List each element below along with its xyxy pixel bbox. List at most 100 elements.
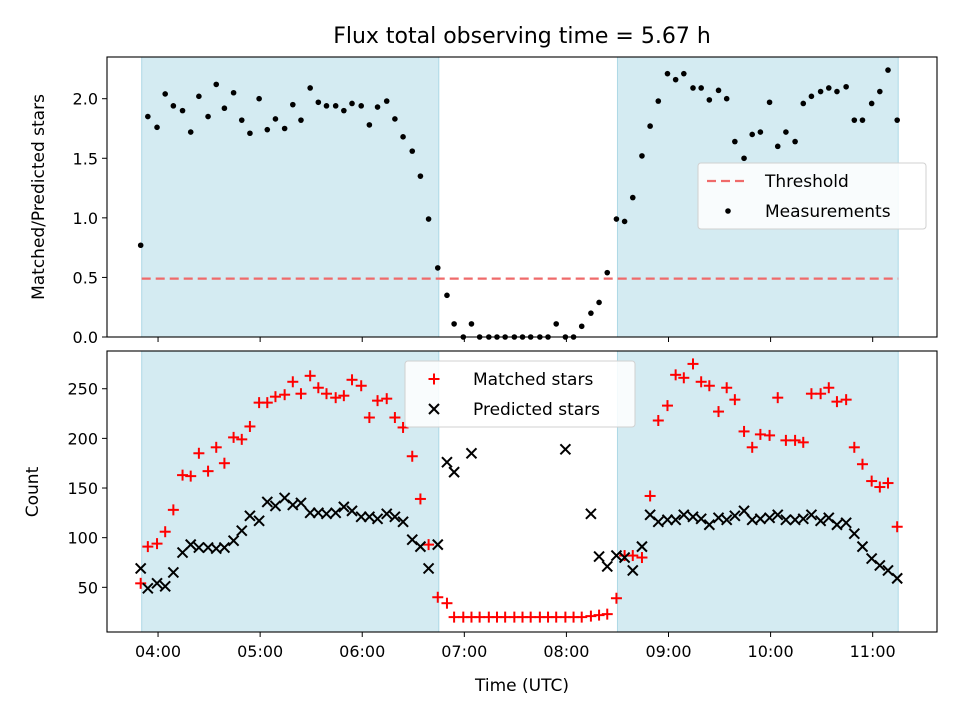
measurement-point <box>604 269 611 276</box>
predicted-star-point <box>185 538 197 551</box>
matched-star-point <box>772 392 784 404</box>
predicted-star-point <box>338 501 350 513</box>
measurement-point <box>187 129 194 135</box>
matched-star-point <box>381 393 393 405</box>
matched-star-point <box>142 541 154 553</box>
measurement-point <box>851 117 858 123</box>
matched-star-point <box>848 441 860 453</box>
matched-star-point <box>831 396 843 408</box>
x-axis-label: Time (UTC) <box>474 676 569 696</box>
bottom-panel: 50 100 150 200 250 04:00 05:00 06:00 07:00 08:00… <box>23 350 938 696</box>
measurement-point <box>179 107 186 114</box>
predicted-star-point <box>142 582 154 595</box>
measurement-point <box>588 310 594 316</box>
measurement-point <box>213 81 220 88</box>
matched-star-point <box>882 477 894 489</box>
predicted-star-point <box>593 550 605 563</box>
measurement-point <box>825 85 832 91</box>
bottom-y-tick-label: 150 <box>67 479 98 498</box>
matched-star-point <box>866 475 878 487</box>
measurement-point <box>154 124 160 131</box>
matched-star-point <box>627 550 639 562</box>
measurement-point <box>417 173 424 179</box>
bottom-y-tick-label: 200 <box>67 429 98 448</box>
measurement-point <box>230 89 237 96</box>
top-plot-frame <box>106 56 938 338</box>
matched-star-point <box>805 388 817 400</box>
predicted-star-point <box>218 541 231 554</box>
matched-star-point <box>135 577 147 589</box>
matched-star-point <box>244 420 256 432</box>
measurement-point <box>706 97 713 103</box>
predicted-star-point <box>780 514 792 526</box>
measurement-point <box>766 99 773 106</box>
legend-measurements-label: Measurements <box>765 202 891 222</box>
bottom-plot-frame <box>106 350 938 633</box>
matched-star-point <box>856 458 868 470</box>
predicted-star-point <box>661 514 674 526</box>
matched-star-point <box>576 611 588 623</box>
legend-measurement-swatch <box>725 208 731 214</box>
bottom-y-tick-label: 50 <box>78 578 98 597</box>
legend-predicted-label: Predicted stars <box>473 400 600 420</box>
matched-star-point <box>397 421 409 433</box>
matched-star-point <box>713 406 725 418</box>
measurement-point <box>621 218 628 225</box>
matched-star-point <box>815 388 827 400</box>
matched-star-point <box>355 380 367 392</box>
x-tick-label: 04:00 <box>135 642 181 661</box>
matched-star-point <box>185 470 197 482</box>
measurement-point <box>392 116 398 122</box>
measurement-point <box>434 265 441 271</box>
predicted-star-point <box>414 540 427 553</box>
matched-star-point <box>797 436 809 448</box>
predicted-star-point <box>441 456 453 468</box>
measurement-point <box>374 104 381 110</box>
matched-star-point <box>644 490 656 502</box>
measurement-point <box>247 130 253 137</box>
predicted-star-point <box>848 527 861 540</box>
predicted-star-point <box>159 580 171 593</box>
predicted-star-point <box>134 562 147 575</box>
predicted-star-point <box>652 516 664 528</box>
predicted-star-point <box>559 443 572 456</box>
predicted-star-point <box>772 509 784 521</box>
measurement-point <box>238 117 245 123</box>
matched-star-point <box>780 434 792 446</box>
matched-star-point <box>330 392 342 404</box>
measurement-point <box>698 85 704 91</box>
measurement-point <box>281 125 288 132</box>
measurement-point <box>647 123 653 129</box>
measurement-point <box>800 100 807 107</box>
matched-star-point <box>346 374 358 386</box>
measurement-point <box>341 107 347 114</box>
measurement-point <box>681 70 687 77</box>
measurement-point <box>757 129 764 135</box>
matched-star-point <box>406 450 418 462</box>
matched-star-point <box>261 397 273 409</box>
measurement-point <box>323 103 330 109</box>
matched-star-point <box>236 433 248 445</box>
measurement-point <box>664 70 671 77</box>
predicted-star-point <box>695 513 707 525</box>
predicted-star-point <box>448 466 460 478</box>
matched-star-point <box>210 441 222 453</box>
matched-star-point <box>338 390 350 402</box>
predicted-star-point <box>585 508 597 520</box>
predicted-star-point <box>432 538 444 551</box>
top-y-tick-label: 1.0 <box>73 209 98 228</box>
measurement-point <box>349 100 355 107</box>
top-legend: Threshold Measurements <box>697 162 927 230</box>
predicted-star-point <box>729 510 741 522</box>
measurement-point <box>358 103 365 109</box>
predicted-star-point <box>236 525 248 537</box>
matched-star-point <box>703 380 715 392</box>
predicted-star-point <box>389 511 401 523</box>
matched-star-point <box>320 388 332 400</box>
chart-title: Flux total observing time = 5.67 h <box>333 24 711 49</box>
matched-star-point <box>363 412 375 424</box>
predicted-star-point <box>346 505 358 517</box>
matched-star-point <box>423 539 435 551</box>
matched-star-point <box>228 431 240 443</box>
